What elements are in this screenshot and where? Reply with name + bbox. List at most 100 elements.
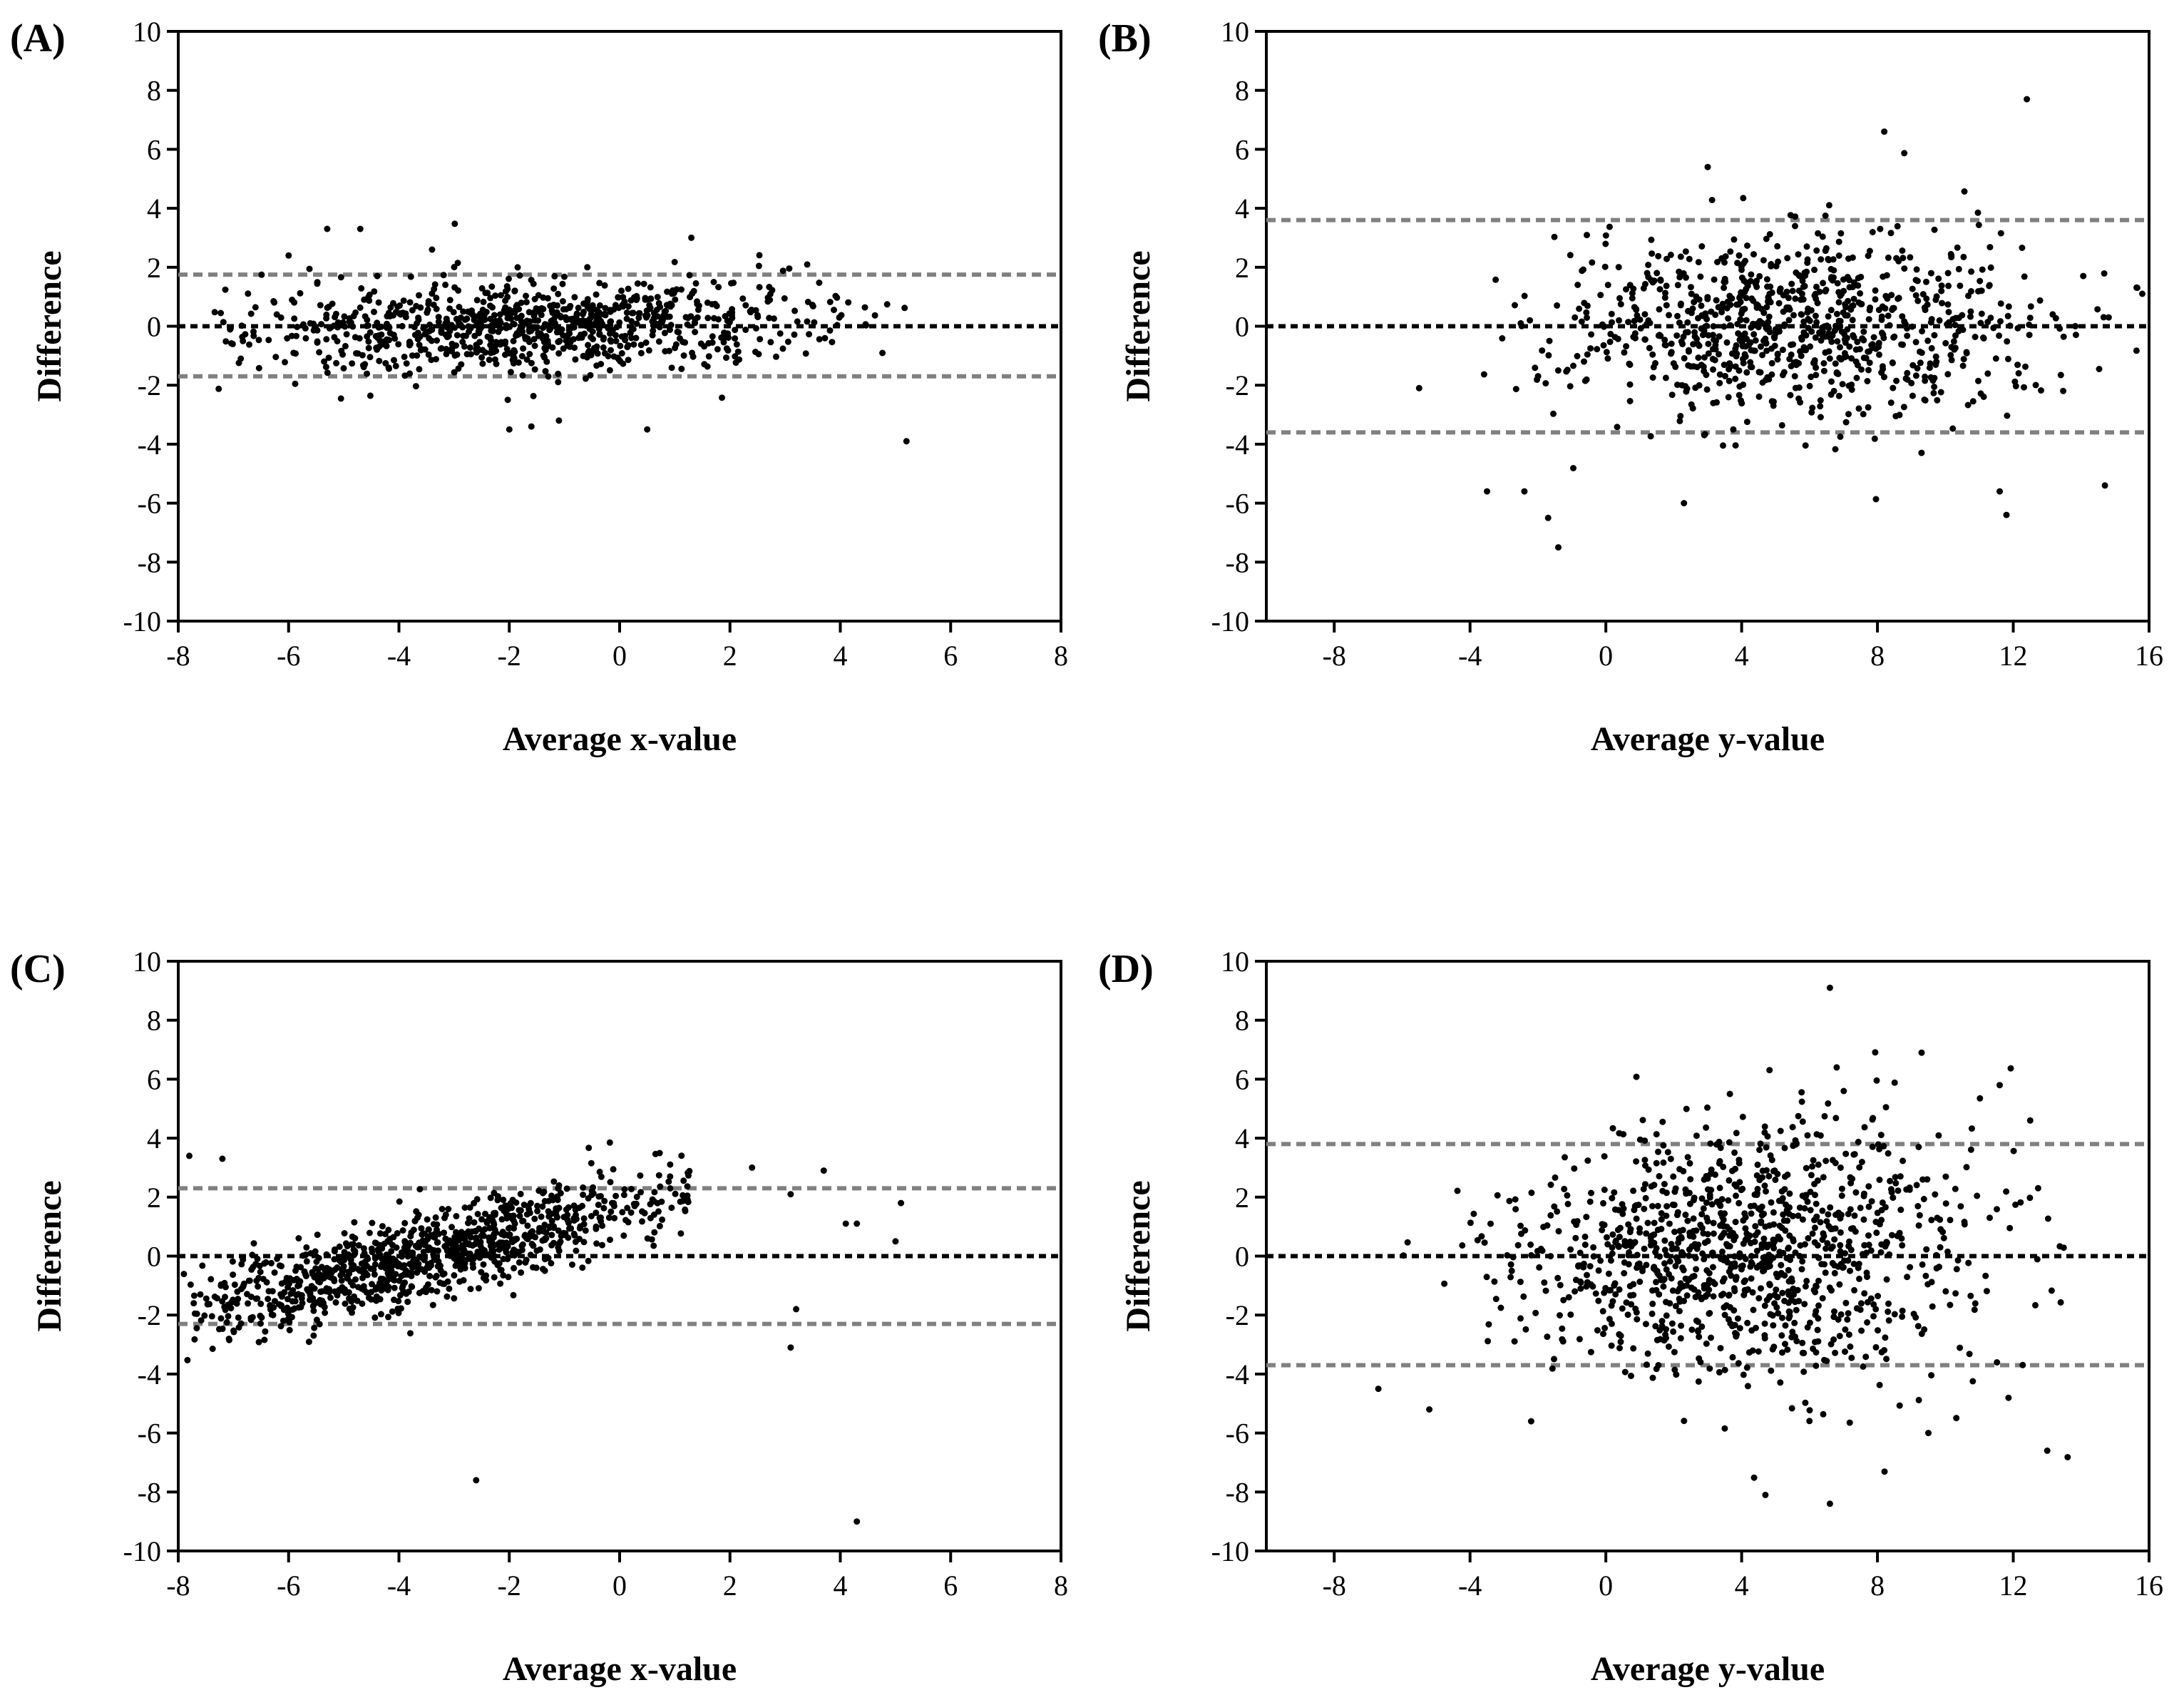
data-point bbox=[1959, 312, 1966, 319]
data-point bbox=[1527, 1241, 1534, 1248]
data-point bbox=[1860, 1363, 1867, 1370]
data-point bbox=[1937, 1226, 1944, 1233]
data-point bbox=[1686, 1189, 1693, 1197]
data-point bbox=[1576, 1336, 1583, 1343]
data-point bbox=[2026, 1194, 2034, 1202]
data-point bbox=[804, 261, 811, 268]
data-point bbox=[391, 1296, 397, 1304]
data-point bbox=[1872, 1049, 1879, 1056]
data-point bbox=[1865, 404, 1872, 411]
data-point bbox=[667, 1161, 674, 1168]
data-point bbox=[624, 1204, 631, 1212]
data-point bbox=[806, 331, 813, 338]
data-point bbox=[1850, 279, 1857, 286]
data-point bbox=[655, 1172, 662, 1179]
data-point bbox=[476, 339, 483, 346]
data-point bbox=[1831, 1261, 1838, 1269]
data-point bbox=[1484, 488, 1490, 495]
data-point bbox=[903, 438, 910, 445]
data-point bbox=[1664, 1149, 1671, 1156]
data-point bbox=[1850, 295, 1857, 302]
data-point bbox=[1653, 1279, 1659, 1286]
data-point bbox=[1945, 282, 1952, 290]
data-point bbox=[265, 1296, 272, 1303]
data-point bbox=[1932, 362, 1939, 368]
data-point bbox=[670, 290, 677, 297]
data-point bbox=[1733, 1183, 1740, 1190]
data-point bbox=[861, 304, 868, 311]
data-point bbox=[1877, 225, 1884, 232]
data-point bbox=[1735, 301, 1742, 308]
data-point bbox=[1709, 355, 1716, 362]
data-point bbox=[892, 1238, 899, 1245]
data-point bbox=[2014, 362, 2021, 369]
data-point bbox=[1708, 1201, 1716, 1208]
panel-label: (B) bbox=[1098, 16, 1152, 61]
data-point bbox=[1837, 317, 1844, 324]
data-point bbox=[565, 1219, 572, 1227]
data-point bbox=[1716, 1368, 1723, 1376]
scatter-points bbox=[1375, 984, 2071, 1507]
data-point bbox=[506, 426, 513, 433]
data-point bbox=[1626, 381, 1634, 388]
data-point bbox=[724, 347, 732, 354]
data-point bbox=[1700, 312, 1706, 319]
data-point bbox=[347, 1279, 354, 1286]
data-point bbox=[398, 1305, 404, 1312]
data-point bbox=[1837, 1241, 1844, 1249]
data-point bbox=[520, 1217, 527, 1224]
data-point bbox=[2006, 322, 2014, 329]
data-point bbox=[1603, 1234, 1610, 1241]
data-point bbox=[549, 344, 556, 351]
data-point bbox=[257, 1269, 264, 1276]
data-point bbox=[1812, 312, 1819, 319]
data-point bbox=[1656, 1272, 1663, 1279]
data-point bbox=[1595, 1267, 1602, 1274]
data-point bbox=[610, 1166, 617, 1173]
y-tick-label: 6 bbox=[1235, 1063, 1249, 1095]
data-point bbox=[322, 364, 329, 371]
data-point bbox=[483, 1219, 491, 1227]
data-point bbox=[580, 1221, 588, 1228]
data-point bbox=[278, 1302, 284, 1309]
data-point bbox=[491, 1212, 498, 1218]
data-point bbox=[520, 345, 527, 352]
data-point bbox=[434, 1288, 441, 1295]
data-point bbox=[682, 1207, 689, 1214]
data-point bbox=[1882, 1104, 1890, 1111]
data-point bbox=[1809, 1163, 1816, 1170]
data-point bbox=[254, 1255, 261, 1262]
data-point bbox=[697, 340, 704, 347]
data-point bbox=[1923, 295, 1930, 302]
data-point bbox=[553, 329, 560, 336]
data-point bbox=[504, 294, 511, 300]
data-point bbox=[1507, 1274, 1514, 1281]
data-point bbox=[1708, 308, 1715, 315]
data-point bbox=[1788, 280, 1795, 287]
data-point bbox=[424, 1281, 431, 1288]
data-point bbox=[787, 1191, 794, 1198]
data-point bbox=[416, 366, 423, 373]
data-point bbox=[1818, 1261, 1825, 1268]
data-point bbox=[1487, 1220, 1494, 1227]
data-point bbox=[444, 324, 451, 331]
data-point bbox=[1810, 1157, 1817, 1164]
data-point bbox=[755, 351, 762, 358]
data-point bbox=[1835, 252, 1842, 259]
data-point bbox=[1885, 1300, 1892, 1307]
data-point bbox=[1842, 312, 1849, 319]
data-point bbox=[1547, 1182, 1554, 1188]
data-point bbox=[1899, 1241, 1906, 1249]
data-point bbox=[1834, 338, 1841, 345]
data-point bbox=[190, 1300, 198, 1307]
data-point bbox=[395, 341, 402, 348]
data-point bbox=[1829, 277, 1836, 284]
data-point bbox=[1706, 1270, 1713, 1276]
data-point bbox=[1868, 1198, 1875, 1205]
data-point bbox=[1721, 1275, 1728, 1282]
data-point bbox=[1584, 351, 1591, 358]
data-point bbox=[1616, 295, 1623, 302]
data-point bbox=[1685, 1276, 1692, 1284]
data-point bbox=[1870, 334, 1877, 341]
data-point bbox=[1604, 355, 1611, 362]
